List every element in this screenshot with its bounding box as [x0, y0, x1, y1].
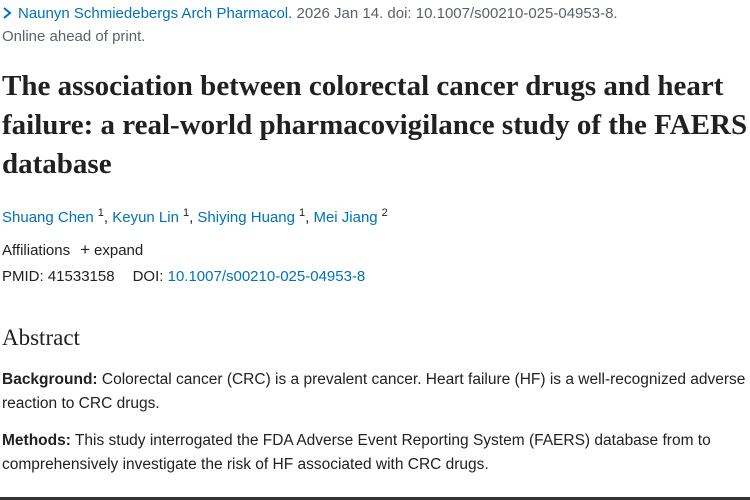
expand-icon[interactable]: + [80, 240, 91, 259]
abstract-section: Methods: This study interrogated the FDA… [2, 429, 748, 477]
doi-link[interactable]: 10.1007/s00210-025-04953-8 [167, 268, 366, 285]
expand-toggle[interactable]: expand [94, 242, 144, 259]
author-separator: , [189, 209, 194, 226]
citation: Naunyn Schmiedebergs Arch Pharmacol. 202… [2, 3, 618, 25]
abstract-heading: Abstract [2, 325, 80, 350]
affiliation-number[interactable]: 2 [381, 207, 388, 219]
citation-details: 2026 Jan 14. doi: 10.1007/s00210-025-049… [296, 5, 618, 22]
divider [0, 497, 750, 500]
affiliations: Affiliations + expand [2, 240, 143, 260]
author-link[interactable]: Mei Jiang [313, 209, 378, 226]
affiliations-label: Affiliations [2, 242, 71, 259]
author-link[interactable]: Keyun Lin [112, 209, 179, 226]
abstract-section: Background: Colorectal cancer (CRC) is a… [2, 368, 748, 416]
author-separator: , [103, 209, 109, 226]
section-label: Background: [2, 371, 98, 388]
pmid: 41533158 [47, 268, 115, 285]
affiliation-number[interactable]: 1 [182, 207, 190, 219]
section-label: Methods: [2, 432, 71, 449]
publication-status: Online ahead of print. [2, 28, 146, 45]
article-title: The association between colorectal cance… [2, 70, 748, 180]
section-text: This study interrogated the FDA Adverse … [2, 432, 711, 473]
section-text: Colorectal cancer (CRC) is a prevalent c… [2, 371, 746, 412]
journal-link[interactable]: Naunyn Schmiedebergs Arch Pharmacol. [18, 5, 293, 22]
author-link[interactable]: Shiying Huang [197, 209, 295, 226]
identifiers: PMID: 41533158 DOI: 10.1007/s00210-025-04… [2, 268, 365, 285]
author-list: Shuang Chen 1, Keyun Lin 1, Shiying Huang 1… [2, 202, 388, 229]
author-separator: , [305, 209, 310, 226]
author-link[interactable]: Shuang Chen [2, 209, 94, 226]
chevron-icon[interactable] [2, 7, 12, 19]
pmid-label: PMID: [2, 268, 44, 285]
affiliation-number[interactable]: 1 [97, 207, 104, 219]
doi-label: DOI: [132, 268, 164, 285]
affiliation-number[interactable]: 1 [298, 207, 306, 219]
